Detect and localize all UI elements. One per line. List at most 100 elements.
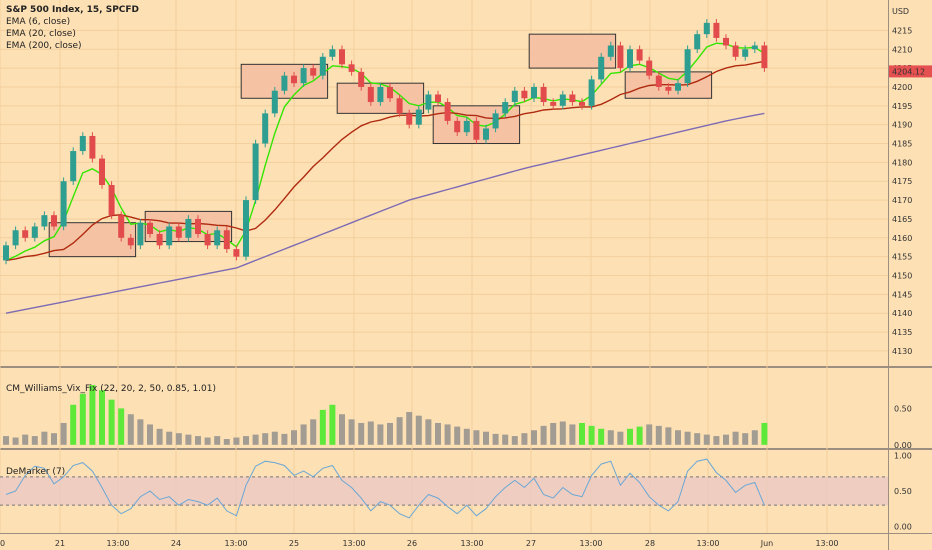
candle-body bbox=[675, 83, 681, 91]
vix-bar bbox=[310, 419, 317, 445]
vix-bar bbox=[396, 417, 403, 445]
candle-body bbox=[262, 113, 269, 144]
demarker-legend[interactable]: DeMarker (7) bbox=[6, 467, 66, 477]
vix-bar bbox=[444, 424, 451, 445]
vix-bar bbox=[607, 430, 614, 445]
price-tick-label: 4200 bbox=[892, 83, 912, 92]
demarker-band bbox=[0, 476, 888, 506]
candle-body bbox=[3, 245, 9, 261]
last-price-badge bbox=[889, 65, 932, 78]
vix-bar bbox=[636, 426, 643, 445]
vix-bar bbox=[243, 436, 249, 445]
legend-ema6[interactable]: EMA (6, close) bbox=[6, 17, 71, 27]
time-tick-label: 28 bbox=[645, 539, 655, 548]
vix-bar bbox=[703, 434, 710, 445]
candle-body bbox=[127, 237, 134, 246]
candle-body bbox=[99, 158, 105, 185]
vix-bar bbox=[79, 393, 86, 445]
price-tick-label: 4195 bbox=[892, 102, 912, 111]
vix-bar bbox=[329, 404, 336, 445]
price-tick-label: 4150 bbox=[892, 272, 912, 281]
candle-body bbox=[339, 49, 345, 65]
candle-body bbox=[435, 94, 441, 103]
vix-bar bbox=[233, 437, 240, 445]
candle-body bbox=[195, 218, 201, 235]
time-tick-label: 26 bbox=[407, 539, 417, 548]
time-tick-label: 25 bbox=[289, 539, 299, 548]
price-tick-label: 4175 bbox=[892, 177, 912, 186]
candle-body bbox=[665, 86, 672, 91]
candle-body bbox=[415, 109, 422, 125]
candle-body bbox=[406, 113, 413, 125]
vix-bar bbox=[751, 430, 758, 445]
vix-bar bbox=[569, 424, 576, 445]
vix-bar bbox=[108, 399, 115, 445]
vix-bar bbox=[502, 434, 509, 445]
vix-bar bbox=[3, 436, 9, 445]
candle-body bbox=[271, 90, 278, 114]
candle-body bbox=[137, 222, 144, 246]
candle-body bbox=[79, 135, 86, 152]
price-tick-label: 4145 bbox=[892, 290, 912, 299]
axes-layer: 4130 4135 4140 4145 4150 4155 4160 4165 4170 4175… bbox=[0, 7, 932, 548]
vix-bar bbox=[531, 430, 537, 445]
candle-body bbox=[598, 56, 605, 80]
candle-body bbox=[588, 79, 595, 106]
vix-bar bbox=[675, 430, 681, 445]
price-tick-label: 4165 bbox=[892, 215, 912, 224]
legend-ema200[interactable]: EMA (200, close) bbox=[6, 41, 82, 51]
candle-body bbox=[550, 102, 557, 106]
candle-body bbox=[655, 75, 662, 87]
vix-bar bbox=[655, 425, 662, 445]
candle-body bbox=[387, 86, 393, 99]
vix-bar bbox=[223, 438, 230, 445]
price-tick-label: 4155 bbox=[892, 253, 912, 262]
candle-body bbox=[703, 22, 710, 35]
vix-bar bbox=[89, 385, 96, 445]
vix-bar bbox=[406, 412, 413, 445]
candle-body bbox=[41, 215, 48, 227]
vix-tick-label: 0.00 bbox=[894, 441, 912, 450]
vix-bar bbox=[492, 433, 499, 445]
vix-bar bbox=[271, 431, 278, 445]
price-tick-label: 4210 bbox=[892, 45, 912, 54]
vix-bar bbox=[185, 434, 192, 445]
demarker-tick-label: 1.00 bbox=[894, 452, 912, 461]
time-tick-label: 13:00 bbox=[815, 539, 838, 548]
price-tick-label: 4170 bbox=[892, 196, 912, 205]
candle-body bbox=[108, 185, 115, 216]
candle-body bbox=[684, 49, 691, 84]
symbol-title[interactable]: S&P 500 Index, 15, SPCFD bbox=[6, 5, 140, 15]
vix-bar bbox=[99, 390, 105, 445]
time-tick-label: 24 bbox=[171, 539, 181, 548]
candle-body bbox=[310, 68, 317, 76]
vix-bar bbox=[598, 428, 605, 445]
vix-bar bbox=[70, 404, 77, 445]
time-tick-label: 21 bbox=[55, 539, 65, 548]
candle-body bbox=[732, 45, 739, 57]
vix-bar bbox=[175, 433, 182, 445]
vix-bar bbox=[137, 419, 144, 445]
candle-body bbox=[291, 75, 297, 84]
time-tick-label: Jun bbox=[760, 539, 774, 548]
candle-body bbox=[473, 120, 480, 140]
candle-body bbox=[492, 113, 499, 129]
time-tick-label: 00 bbox=[0, 539, 5, 548]
vix-bar bbox=[262, 433, 269, 445]
vix-bar bbox=[617, 431, 624, 445]
legend-ema20[interactable]: EMA (20, close) bbox=[6, 29, 76, 39]
vix-bar bbox=[118, 408, 125, 445]
candle-body bbox=[454, 120, 461, 133]
vix-bar bbox=[684, 431, 691, 445]
price-tick-label: 4180 bbox=[892, 158, 912, 167]
vix-bar bbox=[358, 422, 365, 445]
price-tick-label: 4185 bbox=[892, 140, 912, 149]
vix-bar bbox=[367, 421, 374, 445]
vix-legend[interactable]: CM_Williams_Vix_Fix (22, 20, 2, 50, 0.85… bbox=[6, 384, 217, 394]
vix-bar bbox=[742, 433, 749, 445]
candle-body bbox=[89, 135, 96, 159]
vix-bar bbox=[291, 430, 297, 445]
candle-body bbox=[540, 86, 547, 103]
demarker-tick-label: 0.00 bbox=[894, 522, 912, 531]
candle-body bbox=[531, 86, 537, 99]
